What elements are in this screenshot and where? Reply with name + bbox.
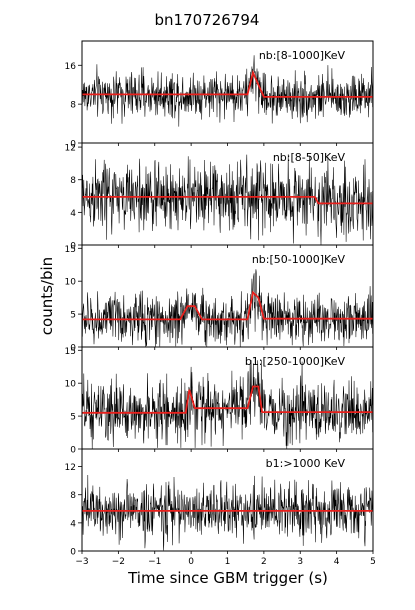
panel-label: nb:[8-50]KeV (273, 151, 346, 164)
x-tick-label: 2 (261, 557, 267, 567)
y-tick-label: 0 (70, 140, 76, 150)
y-tick-label: 8 (70, 176, 76, 186)
y-tick-label: 5 (70, 413, 76, 423)
y-tick-label: 15 (65, 245, 76, 255)
x-axis-label: Time since GBM trigger (s) (127, 569, 328, 587)
y-tick-label: 0 (70, 446, 76, 456)
y-tick-label: 0 (70, 242, 76, 252)
lightcurve-signal (82, 359, 373, 449)
lightcurve-signal (82, 269, 373, 347)
x-tick-label: 5 (370, 557, 376, 567)
y-tick-label: 10 (65, 380, 77, 390)
y-axis-label: counts/bin (38, 257, 56, 335)
lightcurve-signal (82, 55, 373, 127)
panel-label: nb:[8-1000]KeV (259, 49, 346, 62)
panel-4: 0 5 10 15 b1:[250-1000]KeV (65, 346, 374, 456)
y-tick-label: 8 (70, 491, 76, 501)
y-tick-label: 0 (70, 548, 76, 558)
y-tick-label: 4 (70, 209, 76, 219)
model-line (82, 290, 373, 321)
y-tick-label: 16 (65, 62, 77, 72)
y-tick-label: 4 (70, 519, 76, 529)
lightcurve-signal (82, 474, 373, 551)
y-tick-label: 12 (65, 144, 76, 154)
panel-2: 0 4 8 12 nb:[8-50]KeV (65, 142, 374, 252)
x-tick-label: −3 (75, 557, 88, 567)
x-tick-label: 0 (188, 557, 194, 567)
y-tick-label: 10 (65, 278, 77, 288)
panels: 0816nb:[8-1000]KeV04812nb:[8-50]KeV05101… (65, 40, 376, 567)
y-tick-label: 5 (70, 311, 76, 321)
x-tick-label: −1 (148, 557, 161, 567)
model-line (82, 69, 373, 98)
x-tick-label: 4 (334, 557, 340, 567)
x-tick-label: −2 (112, 557, 125, 567)
panel-3: 0 5 10 15 nb:[50-1000]KeV (65, 244, 374, 354)
y-tick-label: 8 (70, 101, 76, 111)
y-tick-label: 0 (70, 344, 76, 354)
y-tick-label: 15 (65, 347, 76, 357)
y-tick-label: 12 (65, 463, 76, 473)
panel-label: b1:[250-1000]KeV (245, 355, 346, 368)
x-tick-label: 3 (297, 557, 303, 567)
model-line (82, 385, 373, 414)
x-tick-label: 1 (225, 557, 231, 567)
lightcurve-signal (82, 154, 373, 245)
panel-label: b1:>1000 KeV (266, 457, 346, 470)
figure-title: bn170726794 (155, 11, 260, 29)
model-line (82, 195, 373, 205)
panel-1: 0 8 16 nb:[8-1000]KeV (65, 40, 374, 150)
panel-label: nb:[50-1000]KeV (252, 253, 346, 266)
